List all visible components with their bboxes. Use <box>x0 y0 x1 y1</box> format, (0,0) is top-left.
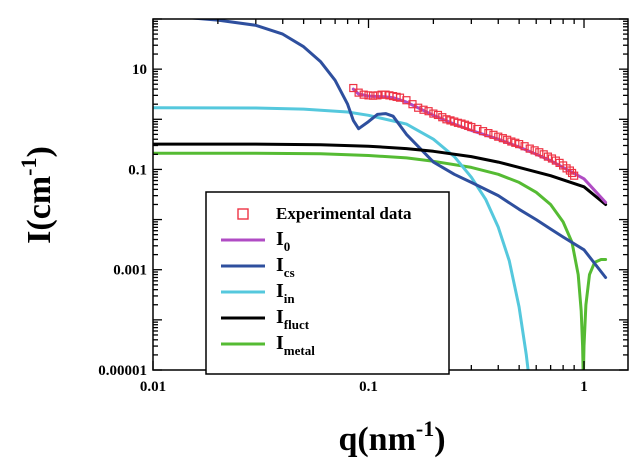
experimental-point <box>467 122 476 132</box>
experimental-point <box>539 150 548 159</box>
experimental-point <box>515 139 524 149</box>
experimental-point <box>489 130 498 139</box>
experimental-point <box>484 129 493 138</box>
legend-label: Ics <box>276 254 295 280</box>
experimental-point <box>359 90 368 99</box>
experimental-point <box>368 91 378 100</box>
experimental-point <box>478 127 488 136</box>
y-axis-title: I(cm-1) <box>16 146 58 244</box>
legend-label: Iin <box>276 280 295 306</box>
series-Imetal <box>153 151 608 370</box>
legend-label: Imetal <box>276 332 315 358</box>
experimental-point <box>419 105 428 114</box>
experimental-data-layer <box>349 83 579 180</box>
legend-item-exp: Experimental data <box>237 204 412 223</box>
experimental-point <box>424 107 433 116</box>
experimental-point <box>494 132 503 141</box>
experimental-point <box>429 109 438 118</box>
experimental-point <box>438 113 447 122</box>
experimental-point <box>567 168 577 178</box>
x-tick-label: 0.01 <box>140 379 166 395</box>
experimental-point <box>349 83 358 93</box>
legend-item-Imetal: Imetal <box>221 332 315 358</box>
y-tick-label: 0.1 <box>128 162 147 178</box>
experimental-point <box>373 91 382 100</box>
experimental-point <box>535 148 544 157</box>
series-Ics <box>175 19 608 279</box>
experimental-point <box>364 91 373 100</box>
experimental-point <box>473 124 482 134</box>
experimental-point <box>530 146 539 155</box>
x-axis-title: q(nm-1) <box>338 416 445 458</box>
experimental-point <box>503 135 512 144</box>
legend-item-I0: I0 <box>221 228 290 254</box>
legend-item-Ics: Ics <box>221 254 295 280</box>
experimental-point <box>570 171 579 180</box>
series-Iin <box>153 106 530 370</box>
legend-label: I0 <box>276 228 290 254</box>
experimental-point <box>433 110 443 120</box>
experimental-point <box>525 144 534 153</box>
tick-layer: 0.01 0.1 1 0.00001 0.001 0.1 10 <box>98 18 628 395</box>
legend-item-Iin: Iin <box>221 280 295 306</box>
y-tick-label: 10 <box>132 62 147 78</box>
legend-label: Experimental data <box>276 204 412 223</box>
experimental-point <box>414 103 423 112</box>
legend-marker <box>237 208 249 220</box>
experimental-point <box>354 88 363 97</box>
legend-item-Ifluct: Ifluct <box>221 306 310 332</box>
experimental-point <box>498 134 507 143</box>
x-tick-label: 0.1 <box>359 379 378 395</box>
y-tick-label: 0.001 <box>113 263 147 279</box>
x-tick-label: 1 <box>580 379 588 395</box>
series-Ifluct <box>153 142 608 206</box>
experimental-point <box>565 166 574 175</box>
y-tick-label: 0.00001 <box>98 363 147 379</box>
legend-label: Ifluct <box>276 306 310 332</box>
experimental-point <box>520 142 529 151</box>
